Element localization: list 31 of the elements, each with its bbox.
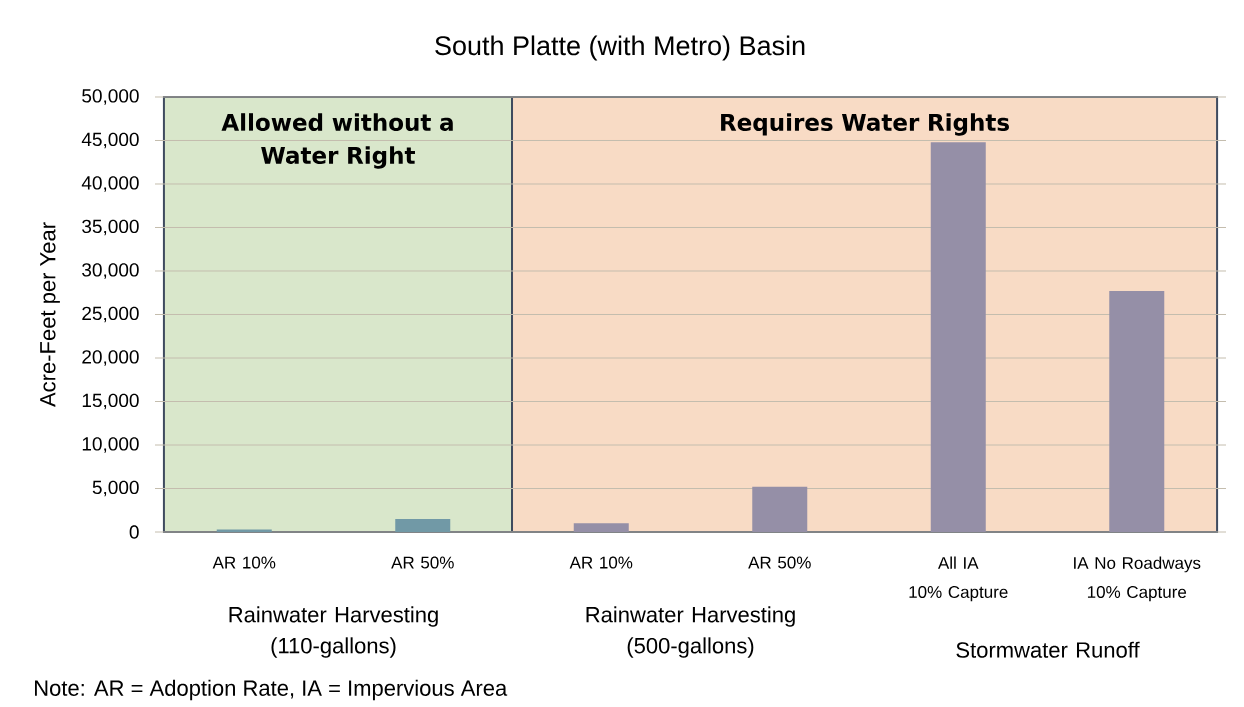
x-tick-label: AR 50% — [391, 556, 454, 569]
y-tick-label: 30,000 — [82, 263, 139, 279]
y-tick-label: 0 — [129, 525, 139, 539]
y-tick-label: 5,000 — [92, 480, 139, 497]
x-tick-label: IA No Roadways 10% Capture — [1074, 556, 1201, 602]
text: Note: AR = Adoption Rate, IA = Impervious Area — [35, 679, 508, 701]
annotation: Requires Water Rights — [721, 113, 1009, 136]
y-tick-label: 35,000 — [82, 219, 139, 236]
y-tick-label: 20,000 — [82, 350, 139, 366]
bar — [1109, 291, 1165, 532]
bar — [573, 523, 629, 532]
y-tick-label: 15,000 — [82, 393, 139, 410]
x-tick-label: AR 10% — [569, 556, 633, 569]
bar — [752, 486, 808, 532]
chart-title: South Platte (with Metro) Basin — [435, 35, 805, 61]
x-tick-label: All IA 10% Capture — [909, 556, 1008, 602]
text: Rainwater Harvesting (500-gallons) — [586, 606, 795, 658]
text: Rainwater Harvesting (110-gallons) — [229, 606, 438, 658]
x-tick-label: AR 50% — [748, 556, 811, 569]
y-tick-label: 45,000 — [81, 132, 139, 149]
bar — [930, 142, 986, 532]
y-tick-label: 50,000 — [82, 89, 139, 105]
y-tick-label: 10,000 — [82, 437, 139, 453]
y-tick-label: 40,000 — [81, 176, 139, 192]
x-tick-label: AR 10% — [212, 556, 276, 569]
y-axis-title: Acre-Feet per Year — [40, 222, 60, 407]
bar — [395, 518, 451, 532]
text: Stormwater Runoff — [956, 641, 1140, 658]
bar — [216, 529, 272, 532]
band-label: Allowed without a Water Right — [221, 113, 453, 169]
y-tick-label: 25,000 — [82, 306, 139, 323]
